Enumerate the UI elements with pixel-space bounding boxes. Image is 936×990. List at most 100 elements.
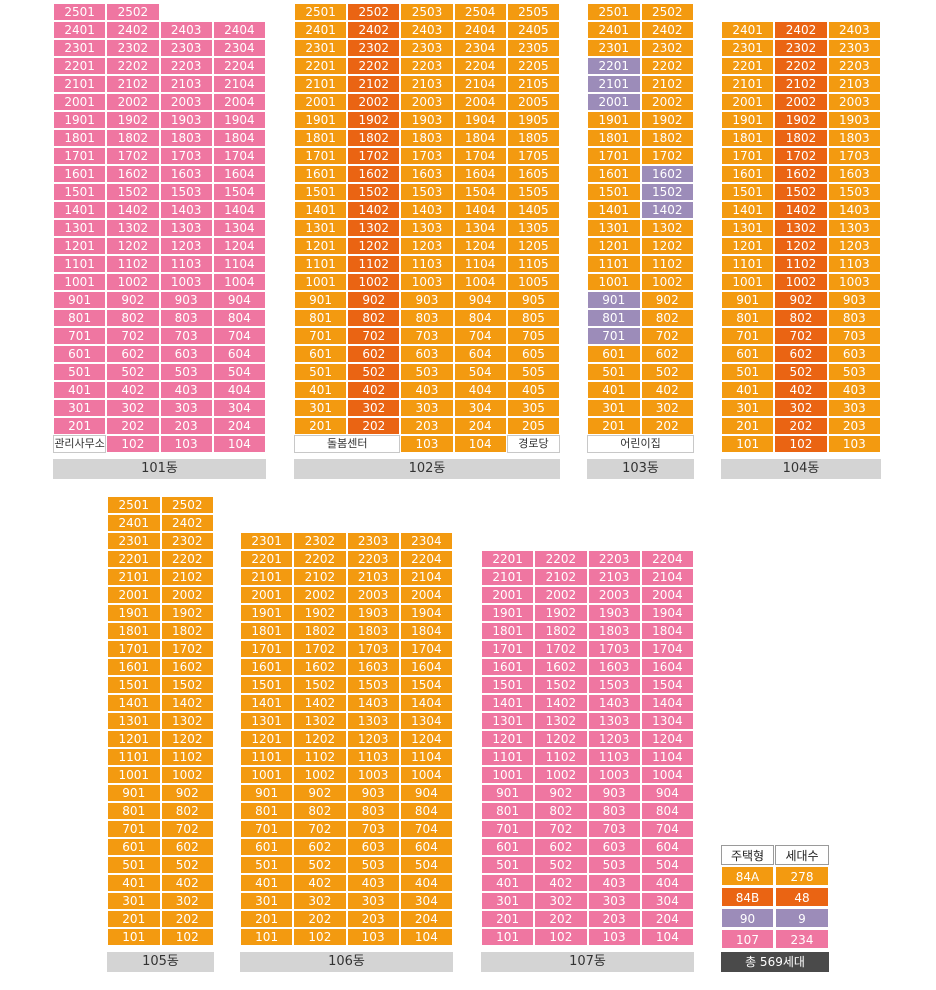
unit-104동-802: 802 — [774, 309, 828, 327]
building-label: 102동 — [294, 459, 560, 479]
unit-104동-1302: 1302 — [774, 219, 828, 237]
unit-102동-1504: 1504 — [453, 183, 507, 201]
unit-102동-1004: 1004 — [453, 273, 507, 291]
unit-105동-1601: 1601 — [107, 658, 161, 676]
unit-101동-2302: 2302 — [106, 39, 160, 57]
unit-104동-1403: 1403 — [827, 201, 881, 219]
unit-106동-903: 903 — [346, 784, 400, 802]
unit-107동-404: 404 — [640, 874, 694, 892]
unit-106동-1502: 1502 — [293, 676, 347, 694]
unit-103동-502: 502 — [640, 363, 694, 381]
unit-105동-801: 801 — [107, 802, 161, 820]
facility-102동-돌봄센터: 돌봄센터 — [294, 435, 401, 453]
unit-102동-1604: 1604 — [453, 165, 507, 183]
unit-102동-301: 301 — [294, 399, 348, 417]
unit-107동-1803: 1803 — [587, 622, 641, 640]
unit-106동-1904: 1904 — [399, 604, 453, 622]
unit-102동-2002: 2002 — [347, 93, 401, 111]
unit-102동-2401: 2401 — [294, 21, 348, 39]
unit-107동-701: 701 — [481, 820, 535, 838]
unit-107동-1303: 1303 — [587, 712, 641, 730]
unit-107동-903: 903 — [587, 784, 641, 802]
unit-107동-904: 904 — [640, 784, 694, 802]
unit-102동-1602: 1602 — [347, 165, 401, 183]
unit-104동-2402: 2402 — [774, 21, 828, 39]
unit-102동-1304: 1304 — [453, 219, 507, 237]
unit-101동-903: 903 — [159, 291, 213, 309]
unit-106동-2104: 2104 — [399, 568, 453, 586]
unit-102동-1704: 1704 — [453, 147, 507, 165]
unit-104동-1502: 1502 — [774, 183, 828, 201]
unit-106동-701: 701 — [240, 820, 294, 838]
unit-104동-2202: 2202 — [774, 57, 828, 75]
unit-102동-1903: 1903 — [400, 111, 454, 129]
unit-106동-2203: 2203 — [346, 550, 400, 568]
unit-102동-703: 703 — [400, 327, 454, 345]
unit-106동-1804: 1804 — [399, 622, 453, 640]
unit-104동-103: 103 — [827, 435, 881, 453]
unit-104동-501: 501 — [721, 363, 775, 381]
unit-106동-501: 501 — [240, 856, 294, 874]
unit-101동-1702: 1702 — [106, 147, 160, 165]
unit-106동-1902: 1902 — [293, 604, 347, 622]
unit-105동-602: 602 — [160, 838, 214, 856]
unit-103동-1202: 1202 — [640, 237, 694, 255]
unit-106동-2304: 2304 — [399, 532, 453, 550]
unit-105동-2002: 2002 — [160, 586, 214, 604]
legend-type: 107 — [721, 929, 774, 949]
unit-106동-1401: 1401 — [240, 694, 294, 712]
unit-102동-2004: 2004 — [453, 93, 507, 111]
unit-101동-1404: 1404 — [212, 201, 266, 219]
unit-107동-1602: 1602 — [534, 658, 588, 676]
unit-107동-1504: 1504 — [640, 676, 694, 694]
unit-102동-104: 104 — [453, 435, 507, 453]
unit-107동-1801: 1801 — [481, 622, 535, 640]
unit-106동-1402: 1402 — [293, 694, 347, 712]
unit-105동-2202: 2202 — [160, 550, 214, 568]
unit-102동-1603: 1603 — [400, 165, 454, 183]
unit-104동-1003: 1003 — [827, 273, 881, 291]
unit-106동-1004: 1004 — [399, 766, 453, 784]
unit-107동-1302: 1302 — [534, 712, 588, 730]
facility-101동-관리사무소: 관리사무소 — [53, 435, 107, 453]
unit-102동-2503: 2503 — [400, 3, 454, 21]
unit-106동-1604: 1604 — [399, 658, 453, 676]
unit-103동-801: 801 — [587, 309, 641, 327]
unit-106동-2303: 2303 — [346, 532, 400, 550]
unit-101동-2003: 2003 — [159, 93, 213, 111]
unit-104동-503: 503 — [827, 363, 881, 381]
unit-101동-1102: 1102 — [106, 255, 160, 273]
unit-106동-2103: 2103 — [346, 568, 400, 586]
unit-107동-602: 602 — [534, 838, 588, 856]
unit-103동-1302: 1302 — [640, 219, 694, 237]
unit-101동-1802: 1802 — [106, 129, 160, 147]
unit-102동-305: 305 — [506, 399, 560, 417]
unit-103동-901: 901 — [587, 291, 641, 309]
unit-102동-802: 802 — [347, 309, 401, 327]
unit-103동-2102: 2102 — [640, 75, 694, 93]
unit-105동-2402: 2402 — [160, 514, 214, 532]
unit-104동-602: 602 — [774, 345, 828, 363]
unit-104동-2003: 2003 — [827, 93, 881, 111]
unit-107동-1603: 1603 — [587, 658, 641, 676]
unit-102동-204: 204 — [453, 417, 507, 435]
unit-102동-1703: 1703 — [400, 147, 454, 165]
unit-106동-1802: 1802 — [293, 622, 347, 640]
unit-105동-601: 601 — [107, 838, 161, 856]
unit-102동-2304: 2304 — [453, 39, 507, 57]
legend-count: 48 — [775, 887, 829, 907]
unit-106동-1504: 1504 — [399, 676, 453, 694]
unit-107동-203: 203 — [587, 910, 641, 928]
unit-105동-1901: 1901 — [107, 604, 161, 622]
unit-102동-201: 201 — [294, 417, 348, 435]
legend-type: 90 — [721, 908, 774, 928]
unit-107동-2001: 2001 — [481, 586, 535, 604]
unit-101동-1704: 1704 — [212, 147, 266, 165]
unit-102동-1003: 1003 — [400, 273, 454, 291]
unit-103동-2302: 2302 — [640, 39, 694, 57]
unit-104동-1702: 1702 — [774, 147, 828, 165]
unit-102동-405: 405 — [506, 381, 560, 399]
unit-106동-102: 102 — [293, 928, 347, 946]
unit-106동-1201: 1201 — [240, 730, 294, 748]
unit-107동-501: 501 — [481, 856, 535, 874]
